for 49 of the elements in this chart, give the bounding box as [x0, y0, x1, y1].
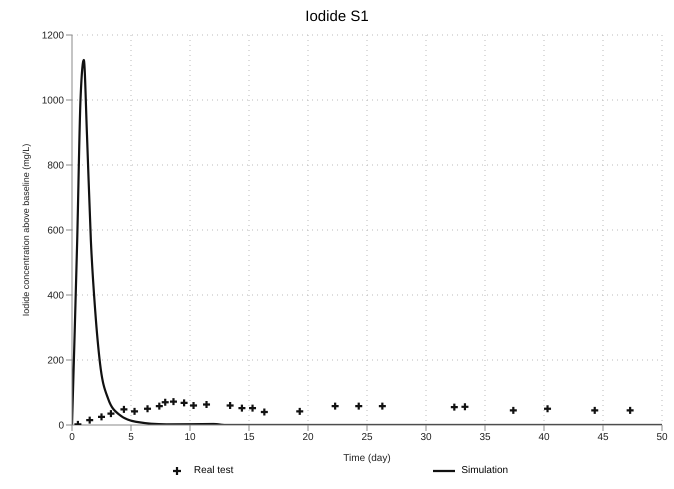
point [130, 406, 140, 416]
y-tick-label: 600 [47, 226, 64, 237]
point [450, 402, 459, 412]
point [142, 404, 152, 414]
point [542, 404, 552, 414]
point [248, 404, 258, 413]
point [626, 406, 635, 415]
point [119, 404, 129, 414]
point [180, 398, 189, 408]
point [106, 409, 116, 418]
x-tick-label: 10 [184, 432, 196, 444]
x-tick-label: 45 [597, 432, 609, 444]
point [260, 407, 269, 417]
x-tick-label: 35 [479, 432, 491, 444]
y-axis-title: Iodide concentration above baseline (mg/L) [21, 144, 32, 316]
x-axis-title: Time (day) [343, 453, 391, 464]
legend-label: Real test [192, 465, 234, 476]
x-tick-label: 0 [69, 432, 76, 444]
y-tick-label: 800 [47, 160, 64, 172]
point [330, 402, 340, 411]
point [237, 404, 247, 413]
point [154, 402, 164, 411]
point [96, 412, 106, 422]
point [202, 400, 212, 410]
x-tick-label: 5 [128, 432, 134, 444]
y-tick-label: 1000 [42, 96, 64, 107]
point [188, 400, 198, 410]
x-tick-label: 25 [361, 432, 373, 444]
point [460, 402, 470, 412]
x-tick-label: 50 [656, 432, 668, 444]
point [295, 406, 304, 416]
point [354, 402, 364, 411]
y-tick-label: 200 [47, 356, 64, 367]
x-tick-label: 20 [302, 432, 314, 444]
point [378, 402, 387, 411]
x-tick-label: 30 [420, 432, 432, 444]
point [590, 406, 600, 415]
legend-label: Simulation [460, 465, 508, 476]
point [85, 416, 94, 425]
x-tick-label: 40 [538, 432, 550, 444]
point [508, 406, 518, 415]
point [168, 397, 178, 406]
point [160, 398, 170, 407]
y-tick-label: 0 [58, 420, 64, 432]
y-tick-label: 400 [47, 290, 64, 302]
y-tick-label: 1200 [42, 30, 64, 42]
point [226, 400, 235, 410]
x-tick-label: 15 [243, 432, 255, 444]
chart-title: Iodide S1 [304, 8, 370, 25]
